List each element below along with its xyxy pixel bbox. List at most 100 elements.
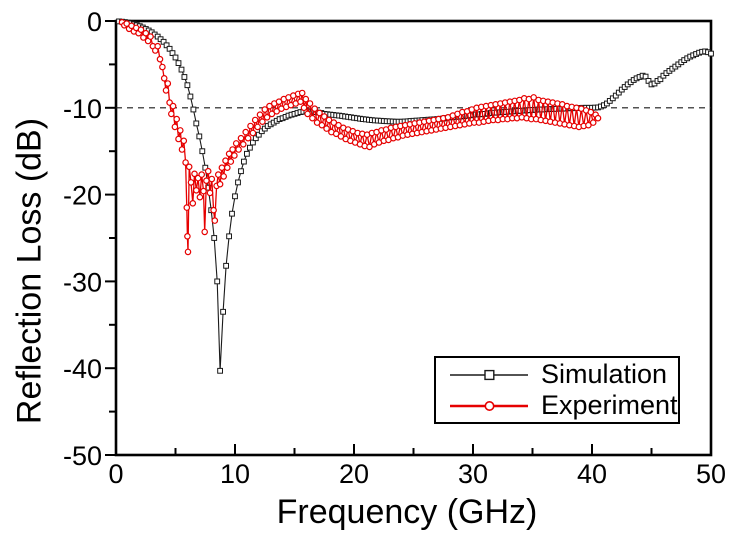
experiment-marker — [240, 141, 247, 148]
experiment-swatch — [450, 400, 528, 411]
experiment-marker — [320, 113, 328, 120]
x-axis: 0 10 20 30 40 50 — [108, 444, 726, 489]
experiment-marker — [177, 127, 184, 134]
y-tick-label: -10 — [63, 94, 102, 124]
x-tick-label: 30 — [458, 459, 488, 489]
simulation-marker — [252, 135, 259, 142]
experiment-marker — [211, 217, 219, 224]
experiment-marker — [237, 134, 245, 142]
experiment-marker — [266, 102, 273, 110]
experiment-marker — [304, 110, 311, 118]
experiment-marker — [193, 187, 200, 194]
legend: Simulation Experiment — [434, 356, 680, 424]
experiment-marker — [164, 80, 172, 87]
y-axis: 0 -10 -20 -30 -40 -50 — [63, 7, 115, 471]
experiment-marker — [313, 119, 321, 126]
experiment-marker — [137, 26, 145, 34]
experiment-marker — [215, 171, 222, 178]
y-tick-label: -50 — [63, 441, 102, 471]
simulation-marker — [223, 262, 229, 269]
experiment-marker — [224, 164, 231, 172]
experiment-marker — [180, 137, 188, 145]
plot-frame — [114, 19, 713, 457]
experiment-marker — [189, 200, 197, 207]
experiment-marker — [200, 187, 207, 195]
x-axis-title: Frequency (GHz) — [276, 493, 538, 531]
experiment-marker — [335, 121, 342, 129]
simulation-marker — [190, 106, 197, 113]
experiment-marker — [256, 111, 264, 119]
experiment-marker — [206, 189, 214, 197]
simulation-marker — [247, 144, 253, 151]
experiment-marker — [191, 170, 198, 178]
experiment-marker — [178, 146, 186, 153]
experiment-marker — [268, 110, 276, 118]
simulation-marker — [612, 92, 619, 99]
y-axis-title: Reflection Loss (dB) — [10, 117, 49, 425]
experiment-marker — [254, 123, 261, 131]
experiment-marker — [229, 146, 236, 153]
experiment-marker — [247, 122, 254, 130]
experiment-marker — [208, 175, 216, 183]
simulation-marker — [181, 74, 188, 80]
simulation-marker — [172, 54, 179, 61]
simulation-marker — [645, 78, 652, 84]
experiment-marker — [589, 119, 597, 126]
simulation-marker — [196, 133, 203, 140]
simulation-marker — [244, 150, 250, 157]
experiment-marker — [302, 95, 310, 103]
experiment-marker — [249, 129, 257, 137]
experiment-marker — [182, 159, 189, 166]
experiment-marker — [154, 42, 162, 50]
legend-item-experiment: Experiment — [448, 391, 678, 420]
experiment-marker — [244, 134, 252, 142]
experiment-marker — [530, 94, 538, 101]
simulation-marker — [217, 367, 223, 374]
experiment-marker — [203, 177, 210, 185]
experiment-marker — [216, 180, 224, 188]
simulation-marker — [169, 50, 176, 57]
experiment-marker — [323, 125, 330, 132]
y-tick-label: -30 — [63, 267, 102, 297]
experiment-marker — [594, 114, 602, 122]
x-tick-label: 0 — [108, 459, 123, 489]
experiment-marker — [218, 164, 226, 172]
experiment-marker — [185, 163, 193, 171]
experiment-marker — [297, 98, 304, 106]
experiment-marker — [187, 179, 195, 186]
experiment-marker — [311, 105, 319, 113]
simulation-marker — [708, 50, 714, 57]
simulation-marker — [175, 60, 182, 67]
experiment-marker — [316, 109, 323, 117]
experiment-marker — [147, 33, 154, 40]
simulation-marker — [166, 45, 173, 52]
experiment-marker — [175, 135, 182, 143]
simulation-marker — [193, 120, 200, 127]
simulation-marker — [220, 308, 226, 315]
experiment-marker — [184, 233, 191, 240]
experiment-marker — [159, 63, 166, 71]
simulation-marker — [255, 131, 262, 138]
legend-item-simulation: Simulation — [448, 360, 678, 389]
experiment-marker — [261, 106, 269, 113]
experiment-marker — [251, 116, 259, 124]
simulation-line — [118, 20, 712, 371]
experiment-marker — [183, 204, 191, 211]
experiment-marker — [142, 29, 150, 37]
experiment-marker — [222, 157, 229, 165]
experiment-marker — [309, 114, 316, 122]
x-tick-label: 40 — [577, 459, 607, 489]
simulation-marker — [163, 42, 170, 49]
experiment-marker — [585, 121, 592, 129]
experiment-marker — [231, 152, 238, 159]
experiment-marker — [325, 116, 333, 124]
experiment-marker — [210, 206, 217, 214]
legend-label-simulation: Simulation — [541, 359, 668, 389]
experiment-marker — [201, 228, 209, 236]
simulation-marker — [211, 235, 218, 241]
experiment-marker — [235, 146, 242, 153]
simulation-swatch — [450, 369, 528, 380]
circle-marker-icon — [484, 400, 495, 411]
experiment-marker — [168, 110, 175, 118]
